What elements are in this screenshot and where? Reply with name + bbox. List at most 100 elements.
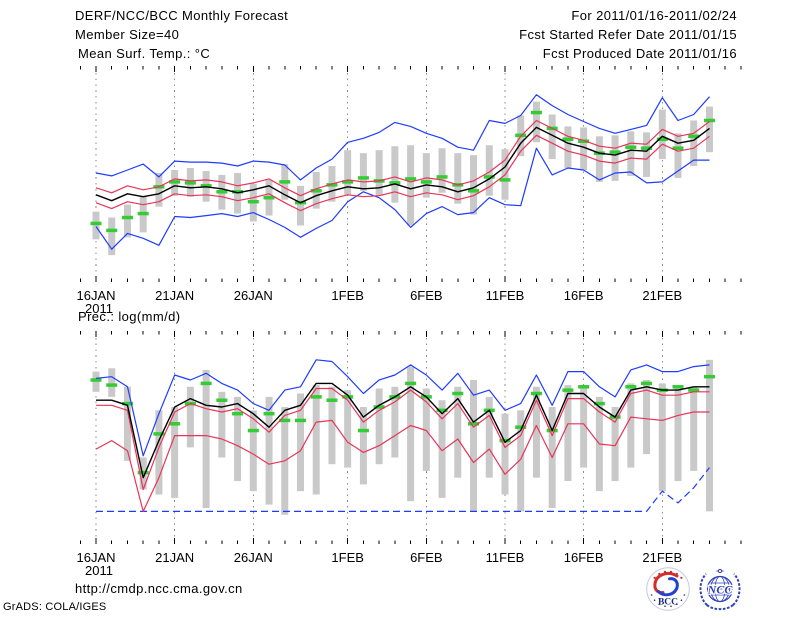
obs-dash bbox=[515, 425, 527, 429]
obs-dash bbox=[530, 110, 542, 115]
ncc-label: NCC bbox=[707, 583, 734, 597]
spread-bar bbox=[627, 131, 635, 176]
obs-dash bbox=[169, 422, 181, 426]
obs-dash bbox=[641, 381, 653, 386]
spread-bar bbox=[123, 204, 131, 238]
spread-bar bbox=[155, 410, 163, 495]
observation-markers bbox=[90, 110, 715, 233]
bcc-label: BCC bbox=[658, 598, 678, 608]
obs-dash bbox=[656, 137, 668, 142]
spread-bar bbox=[532, 101, 540, 143]
spread-bar bbox=[690, 120, 698, 167]
spread-bar bbox=[501, 413, 509, 495]
grid bbox=[95, 67, 663, 281]
obs-dash bbox=[688, 388, 700, 392]
spread-bar bbox=[674, 133, 682, 178]
spread-bar bbox=[359, 153, 367, 191]
spread-bar bbox=[564, 126, 572, 169]
obs-dash bbox=[672, 385, 684, 389]
x-tick-year-label: 2011 bbox=[85, 563, 113, 578]
observation-markers bbox=[90, 374, 715, 475]
spread-bar bbox=[548, 114, 556, 160]
ncc-globe bbox=[706, 575, 734, 603]
spread-bar bbox=[171, 406, 179, 498]
series-ensemble-max bbox=[95, 359, 710, 457]
spread-bar bbox=[312, 385, 320, 495]
spread-bar bbox=[234, 396, 242, 482]
source-url: http://cmdp.ncc.cma.gov.cn bbox=[75, 581, 243, 596]
spread-bar bbox=[344, 390, 352, 468]
axis-ticks bbox=[79, 331, 742, 544]
spread-bar bbox=[454, 153, 462, 204]
spread-bar bbox=[407, 145, 415, 226]
series-lower-spread bbox=[95, 411, 710, 512]
x-tick-label: 16FEB bbox=[564, 288, 604, 303]
produced-date-label: Fcst Produced Date 2011/01/16 bbox=[542, 46, 737, 61]
obs-dash bbox=[263, 411, 275, 416]
obs-dash bbox=[483, 175, 495, 179]
x-tick-label: 16JAN bbox=[76, 550, 115, 565]
spread-bar bbox=[108, 217, 116, 256]
x-tick-label: 11FEB bbox=[486, 288, 525, 303]
bcc-bottom-arc-marks bbox=[650, 594, 686, 607]
series-ensemble-min bbox=[95, 147, 710, 250]
obs-dash bbox=[106, 228, 118, 233]
refer-date-label: Fcst Started Refer Date 2011/01/15 bbox=[519, 27, 737, 42]
obs-dash bbox=[688, 134, 700, 139]
spread-bar bbox=[296, 185, 304, 226]
x-tick-label: 26JAN bbox=[234, 550, 273, 565]
obs-dash bbox=[562, 388, 574, 392]
obs-dash bbox=[106, 383, 118, 387]
spread-bar bbox=[218, 391, 226, 458]
spread-bar bbox=[674, 386, 682, 482]
prec-chart-title: Prec.: log(mm/d) bbox=[78, 309, 181, 324]
spread-bar bbox=[391, 386, 399, 458]
spread-bar bbox=[344, 150, 352, 195]
x-tick-label: 11FEB bbox=[486, 550, 525, 565]
spread-bar bbox=[202, 369, 210, 508]
obs-dash bbox=[216, 398, 228, 402]
spread-bar bbox=[296, 393, 304, 492]
obs-dash bbox=[121, 215, 133, 220]
spread-bar bbox=[485, 396, 493, 478]
x-tick-label: 6FEB bbox=[410, 550, 443, 565]
spread-bar bbox=[705, 359, 713, 512]
spread-bar bbox=[580, 386, 588, 468]
obs-dash bbox=[200, 184, 212, 188]
obs-dash bbox=[263, 195, 275, 200]
obs-dash bbox=[90, 221, 102, 226]
obs-dash bbox=[625, 385, 637, 389]
obs-dash bbox=[279, 418, 291, 423]
forecast-title: DERF/NCC/BCC Monthly Forecast bbox=[75, 8, 289, 23]
obs-dash bbox=[310, 395, 322, 399]
series-ensemble-mean bbox=[95, 126, 710, 204]
series-ensemble-mean bbox=[96, 382, 710, 479]
spread-bar bbox=[92, 211, 100, 240]
spread-bar bbox=[470, 155, 478, 215]
spread-bar bbox=[407, 366, 415, 502]
spread-bar bbox=[564, 385, 572, 482]
obs-dash bbox=[216, 190, 228, 194]
spread-bar bbox=[438, 148, 446, 193]
spread-bar bbox=[690, 386, 698, 471]
obs-dash bbox=[232, 190, 244, 194]
x-tick-label: 21FEB bbox=[642, 550, 682, 565]
x-tick-label: 21JAN bbox=[155, 288, 194, 303]
obs-dash bbox=[153, 432, 165, 436]
obs-dash bbox=[578, 139, 590, 144]
spread-bar bbox=[611, 406, 619, 482]
x-tick-label: 26JAN bbox=[234, 288, 273, 303]
obs-dash bbox=[357, 176, 369, 180]
obs-dash bbox=[593, 401, 605, 406]
obs-dash bbox=[357, 428, 369, 433]
obs-dash bbox=[452, 391, 464, 396]
spread-bar bbox=[265, 396, 273, 505]
grads-credit: GrADS: COLA/IGES bbox=[3, 601, 107, 613]
obs-dash bbox=[625, 145, 637, 149]
spread-bar bbox=[658, 383, 666, 492]
spread-bar bbox=[643, 132, 651, 177]
ncc-wreath bbox=[699, 573, 741, 611]
axis-labels: 630-3-6-9-12-1516JAN201121JAN26JAN1FEB6F… bbox=[76, 288, 682, 316]
obs-dash bbox=[373, 405, 385, 409]
obs-dash bbox=[200, 381, 212, 386]
